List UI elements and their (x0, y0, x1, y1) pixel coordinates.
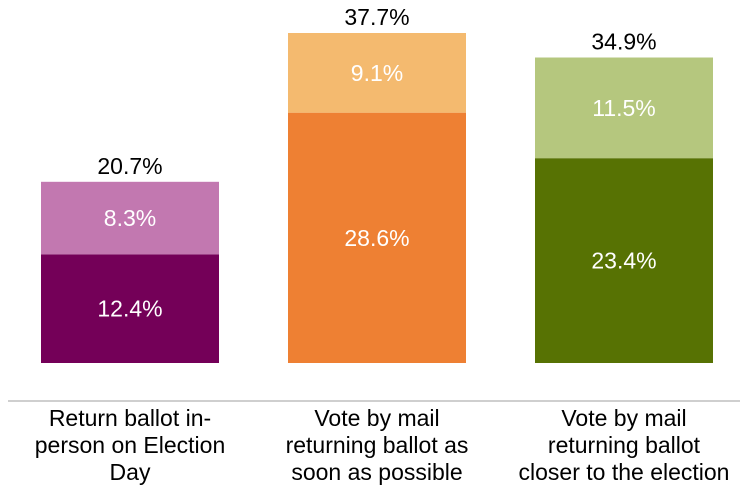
bar-total-label: 34.9% (591, 29, 656, 55)
x-axis-category-label: person on Election (35, 432, 226, 458)
bar-segment (288, 112, 466, 363)
bar-total-label: 20.7% (97, 153, 162, 179)
bar-segment (288, 33, 466, 113)
segment-value-label: 8.3% (104, 205, 156, 231)
x-axis-category-label: returning ballot (548, 432, 701, 458)
x-axis-category-label: Return ballot in- (49, 405, 211, 431)
segment-value-label: 11.5% (592, 95, 656, 121)
x-axis-category-label: Vote by mail (561, 405, 686, 431)
x-axis-category-label: soon as possible (291, 459, 462, 485)
bar-total-label: 37.7% (344, 4, 409, 30)
x-axis-category-label: Vote by mail (314, 405, 439, 431)
x-axis-category-label: closer to the election (519, 459, 730, 485)
segment-value-label: 12.4% (97, 296, 162, 322)
bar-segment (41, 181, 219, 255)
bar-segment (535, 158, 713, 363)
bar-segment (535, 57, 713, 159)
x-axis-category-label: returning ballot as (286, 432, 469, 458)
segment-value-label: 9.1% (351, 60, 403, 86)
bar-segment (41, 254, 219, 363)
segment-value-label: 23.4% (591, 248, 656, 274)
segment-value-label: 28.6% (344, 225, 409, 251)
x-axis-category-label: Day (110, 459, 151, 485)
